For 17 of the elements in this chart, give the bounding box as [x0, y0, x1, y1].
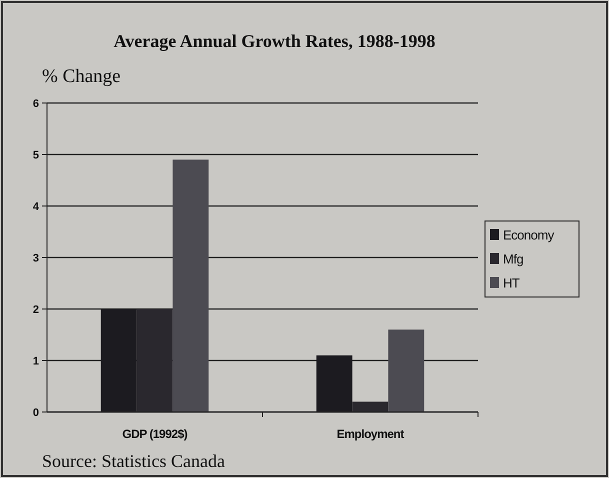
legend-label: Economy [503, 228, 555, 243]
y-tick-label: 5 [32, 149, 39, 162]
x-tick-label: GDP (1992$) [122, 427, 188, 441]
y-tick-label: 0 [32, 406, 39, 419]
y-tick-label: 1 [32, 355, 39, 368]
bar [388, 330, 424, 412]
y-tick-label: 6 [32, 98, 39, 110]
y-tick-label: 2 [32, 304, 39, 316]
bar [172, 160, 209, 412]
y-tick-label: 3 [32, 252, 39, 264]
y-axis-title: % Change [42, 66, 121, 87]
chart-title: Average Annual Growth Rates, 1988-1998 [114, 31, 436, 51]
y-tick-label: 4 [32, 200, 40, 213]
legend-label: Mfg [503, 252, 524, 267]
source-note: Source: Statistics Canada [42, 451, 225, 471]
legend-label: HT [503, 276, 520, 291]
x-tick-label: Employment [336, 427, 404, 441]
